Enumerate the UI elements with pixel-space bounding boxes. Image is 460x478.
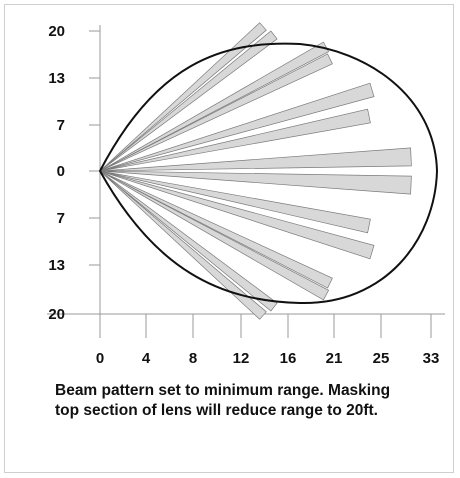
x-tick-label-6: 25 bbox=[373, 350, 390, 367]
caption-line-2: top section of lens will reduce range to… bbox=[55, 402, 378, 419]
axes bbox=[47, 25, 445, 338]
y-tick-label-5: 13 bbox=[48, 257, 65, 274]
beam-4 bbox=[99, 53, 333, 172]
y-tick-label-1: 13 bbox=[48, 70, 65, 87]
caption: Beam pattern set to minimum range. Maski… bbox=[55, 381, 455, 421]
x-tick-label-1: 4 bbox=[142, 350, 151, 367]
x-tick-label-5: 21 bbox=[326, 350, 343, 367]
beam-12 bbox=[99, 170, 330, 301]
y-tick-label-2: 7 bbox=[57, 117, 65, 134]
y-tick-label-3: 0 bbox=[57, 163, 65, 180]
y-axis-labels: 20 13 7 0 7 13 20 bbox=[48, 23, 65, 323]
y-tick-label-6: 20 bbox=[48, 306, 65, 323]
beam-1 bbox=[99, 22, 267, 172]
y-tick-label-4: 7 bbox=[57, 210, 65, 227]
coverage-envelope bbox=[98, 42, 439, 305]
x-axis-labels: 0 4 8 12 16 21 25 33 bbox=[96, 350, 440, 367]
beam-6 bbox=[99, 108, 371, 172]
beam-14 bbox=[99, 170, 267, 320]
beam-pattern-diagram: 20 13 7 0 7 13 20 0 4 8 12 16 21 25 33 bbox=[47, 22, 445, 367]
y-tick-label-0: 20 bbox=[48, 23, 65, 40]
beam-13 bbox=[99, 170, 278, 312]
x-tick-label-0: 0 bbox=[96, 350, 104, 367]
beam-7 bbox=[99, 147, 412, 172]
x-tick-label-4: 16 bbox=[280, 350, 297, 367]
diagram-frame: 20 13 7 0 7 13 20 0 4 8 12 16 21 25 33 Beam pattern s… bbox=[4, 4, 454, 473]
beam-10 bbox=[99, 170, 375, 260]
beam-9 bbox=[99, 170, 371, 234]
beam-8 bbox=[99, 170, 412, 195]
x-tick-label-7: 33 bbox=[423, 350, 440, 367]
beam-3 bbox=[99, 41, 330, 172]
beam-11 bbox=[99, 170, 333, 289]
caption-line-1: Beam pattern set to minimum range. Maski… bbox=[55, 382, 391, 399]
beam-5 bbox=[99, 82, 375, 172]
beam-2 bbox=[99, 30, 278, 172]
x-tick-label-2: 8 bbox=[189, 350, 197, 367]
beam-group bbox=[99, 22, 412, 320]
x-tick-label-3: 12 bbox=[233, 350, 250, 367]
